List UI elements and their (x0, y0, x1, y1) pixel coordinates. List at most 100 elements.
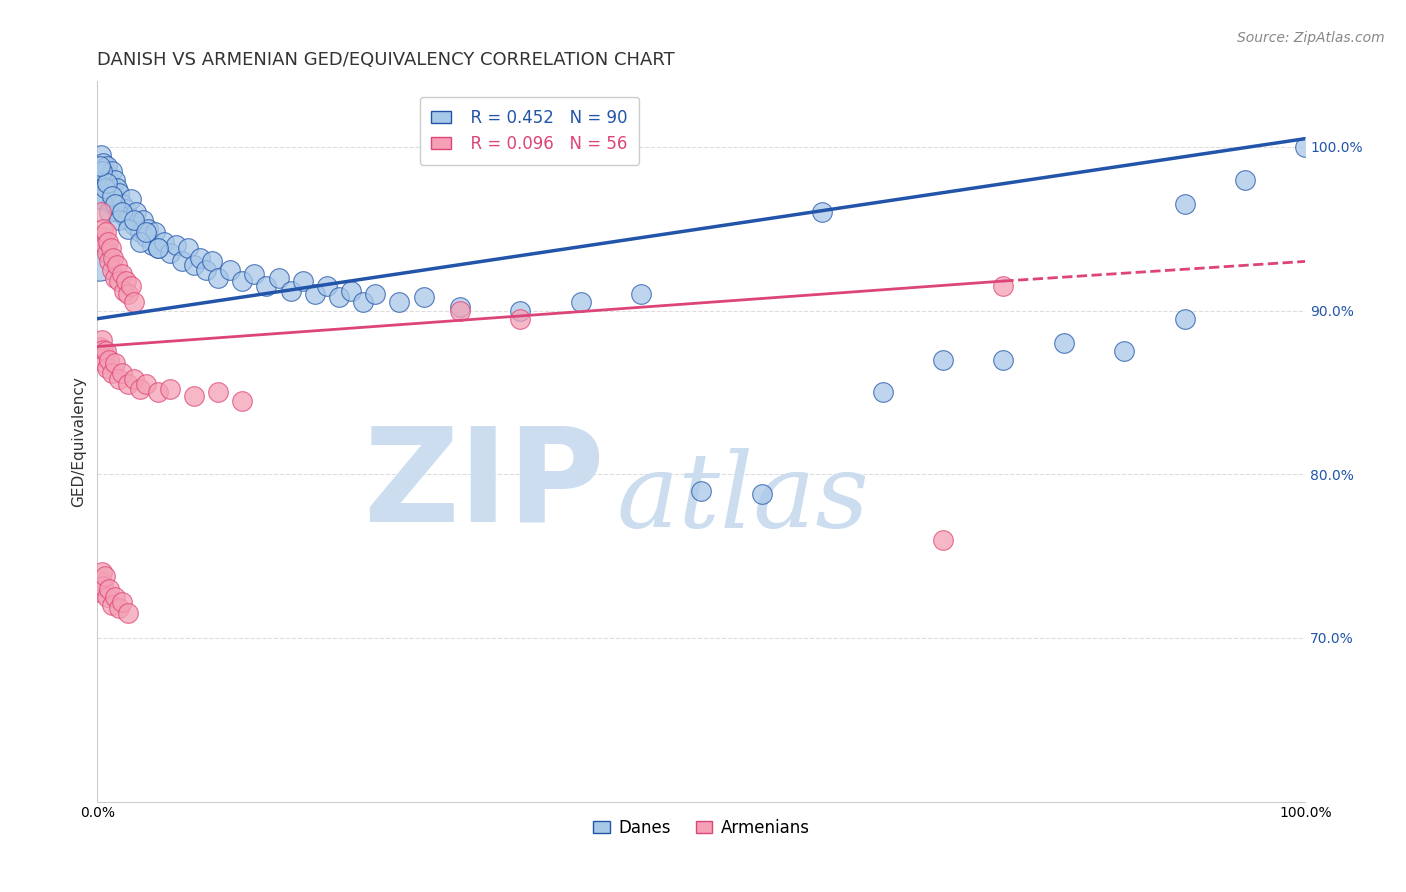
Point (143, 225, 166, 239)
Text: Source: ZipAtlas.com: Source: ZipAtlas.com (1237, 31, 1385, 45)
Point (256, 279, 278, 293)
Point (94, 225, 117, 239)
Point (932, 352, 955, 367)
Point (108, 372, 131, 386)
Point (104, 356, 127, 370)
Point (195, 262, 218, 277)
Point (108, 213, 131, 227)
Point (93, 343, 115, 357)
Point (98, 352, 121, 367)
Point (108, 186, 131, 200)
Point (146, 385, 169, 400)
Point (96, 360, 118, 375)
Point (872, 385, 894, 400)
Point (183, 258, 205, 272)
Point (104, 270, 127, 285)
Point (91, 566, 114, 580)
Point (115, 202, 138, 216)
Point (231, 274, 253, 288)
Point (811, 205, 834, 219)
Point (412, 290, 434, 304)
Point (135, 377, 157, 392)
Point (89, 160, 111, 174)
Point (569, 295, 592, 310)
Point (449, 303, 471, 318)
Point (207, 385, 229, 400)
Point (101, 598, 124, 612)
Point (89, 339, 111, 353)
Point (388, 295, 411, 310)
Point (122, 372, 145, 386)
Point (993, 352, 1015, 367)
Point (108, 601, 131, 615)
Point (100, 197, 122, 211)
Point (117, 287, 139, 301)
Point (1053, 336, 1076, 351)
Point (165, 238, 187, 252)
Point (280, 284, 302, 298)
Point (110, 595, 132, 609)
Point (101, 366, 124, 380)
Point (128, 382, 150, 396)
Point (98, 205, 121, 219)
Point (105, 180, 128, 194)
Point (690, 483, 713, 498)
Point (101, 251, 124, 265)
Point (104, 172, 127, 186)
Point (110, 205, 132, 219)
Point (1294, 140, 1316, 154)
Point (90, 148, 112, 162)
Point (101, 164, 124, 178)
Point (110, 366, 132, 380)
Point (751, 487, 773, 501)
Point (188, 251, 211, 265)
Point (231, 393, 253, 408)
Point (104, 590, 127, 604)
Point (98, 582, 121, 596)
Point (110, 268, 132, 282)
Point (122, 219, 145, 233)
Text: ZIP: ZIP (363, 421, 605, 549)
Point (112, 284, 135, 298)
Y-axis label: GED/Equivalency: GED/Equivalency (72, 376, 86, 507)
Text: atlas: atlas (617, 449, 869, 549)
Point (90, 574, 112, 588)
Point (177, 241, 200, 255)
Point (219, 262, 242, 277)
Point (101, 262, 124, 277)
Point (315, 279, 337, 293)
Point (107, 205, 129, 219)
Point (101, 189, 124, 203)
Point (122, 295, 145, 310)
Point (1174, 311, 1197, 326)
Point (117, 221, 139, 235)
Point (94, 176, 117, 190)
Point (89, 189, 111, 203)
Point (110, 197, 132, 211)
Point (96, 246, 118, 260)
Text: DANISH VS ARMENIAN GED/EQUIVALENCY CORRELATION CHART: DANISH VS ARMENIAN GED/EQUIVALENCY CORRE… (97, 51, 675, 69)
Point (117, 377, 139, 392)
Legend: Danes, Armenians: Danes, Armenians (586, 813, 817, 844)
Point (117, 607, 139, 621)
Point (100, 241, 122, 255)
Point (97, 180, 120, 194)
Point (159, 246, 181, 260)
Point (91, 164, 114, 178)
Point (112, 209, 135, 223)
Point (243, 268, 266, 282)
Point (136, 221, 159, 235)
Point (93, 164, 115, 178)
Point (93, 156, 115, 170)
Point (152, 235, 174, 249)
Point (97, 235, 120, 249)
Point (98, 254, 121, 268)
Point (135, 225, 157, 239)
Point (120, 279, 142, 293)
Point (267, 270, 290, 285)
Point (117, 213, 139, 227)
Point (1174, 197, 1197, 211)
Point (170, 254, 193, 268)
Point (96, 160, 118, 174)
Point (90, 205, 112, 219)
